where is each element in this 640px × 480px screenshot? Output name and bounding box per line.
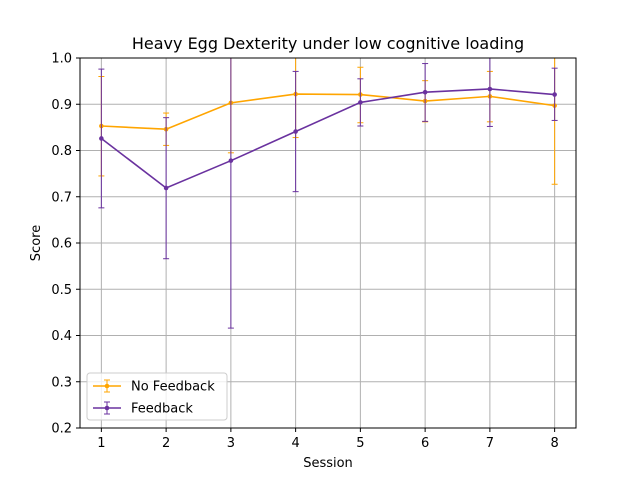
data-point — [552, 92, 557, 97]
x-tick-label: 6 — [421, 436, 429, 451]
legend-marker — [104, 383, 110, 389]
series-0 — [98, 57, 558, 185]
data-point — [293, 129, 298, 134]
legend-item-1: Feedback — [93, 401, 193, 417]
chart-title: Heavy Egg Dexterity under low cognitive … — [132, 34, 524, 53]
x-tick-label: 7 — [486, 436, 494, 451]
x-tick-label: 1 — [97, 436, 105, 451]
y-tick-label: 0.6 — [51, 237, 72, 252]
series-1 — [98, 57, 558, 329]
y-tick-label: 0.5 — [51, 283, 72, 298]
legend-label: Feedback — [131, 402, 193, 417]
x-tick-label: 5 — [356, 436, 364, 451]
legend: No Feedback Feedback — [86, 372, 228, 421]
y-tick-label: 0.2 — [51, 422, 72, 437]
y-axis: 0.2 0.3 0.4 0.5 0.6 0.7 0.8 0.9 1.0 — [51, 52, 80, 437]
data-point — [99, 136, 104, 141]
x-tick-label: 3 — [227, 436, 235, 451]
x-axis-label: Session — [303, 456, 353, 471]
data-point — [358, 100, 363, 105]
y-axis-label: Score — [29, 225, 44, 261]
x-tick-label: 4 — [291, 436, 299, 451]
y-tick-label: 0.8 — [51, 144, 72, 159]
y-tick-label: 0.9 — [51, 98, 72, 113]
data-point — [422, 89, 428, 95]
series-line — [100, 88, 555, 189]
data-point — [163, 185, 169, 191]
legend-label: No Feedback — [131, 380, 215, 395]
series-line — [101, 93, 555, 131]
series-layer — [98, 57, 558, 329]
data-point — [228, 158, 234, 163]
legend-marker — [104, 405, 110, 411]
y-tick-label: 0.4 — [51, 329, 72, 344]
x-axis: 1 2 3 4 5 6 7 8 — [97, 428, 559, 451]
x-tick-label: 8 — [550, 436, 558, 451]
y-tick-label: 0.3 — [51, 375, 72, 390]
legend-item-0: No Feedback — [93, 379, 215, 395]
y-tick-label: 0.7 — [51, 190, 72, 205]
x-tick-label: 2 — [162, 436, 170, 451]
y-tick-label: 1.0 — [51, 52, 72, 67]
data-point — [487, 86, 493, 92]
legend-frame — [86, 372, 228, 421]
